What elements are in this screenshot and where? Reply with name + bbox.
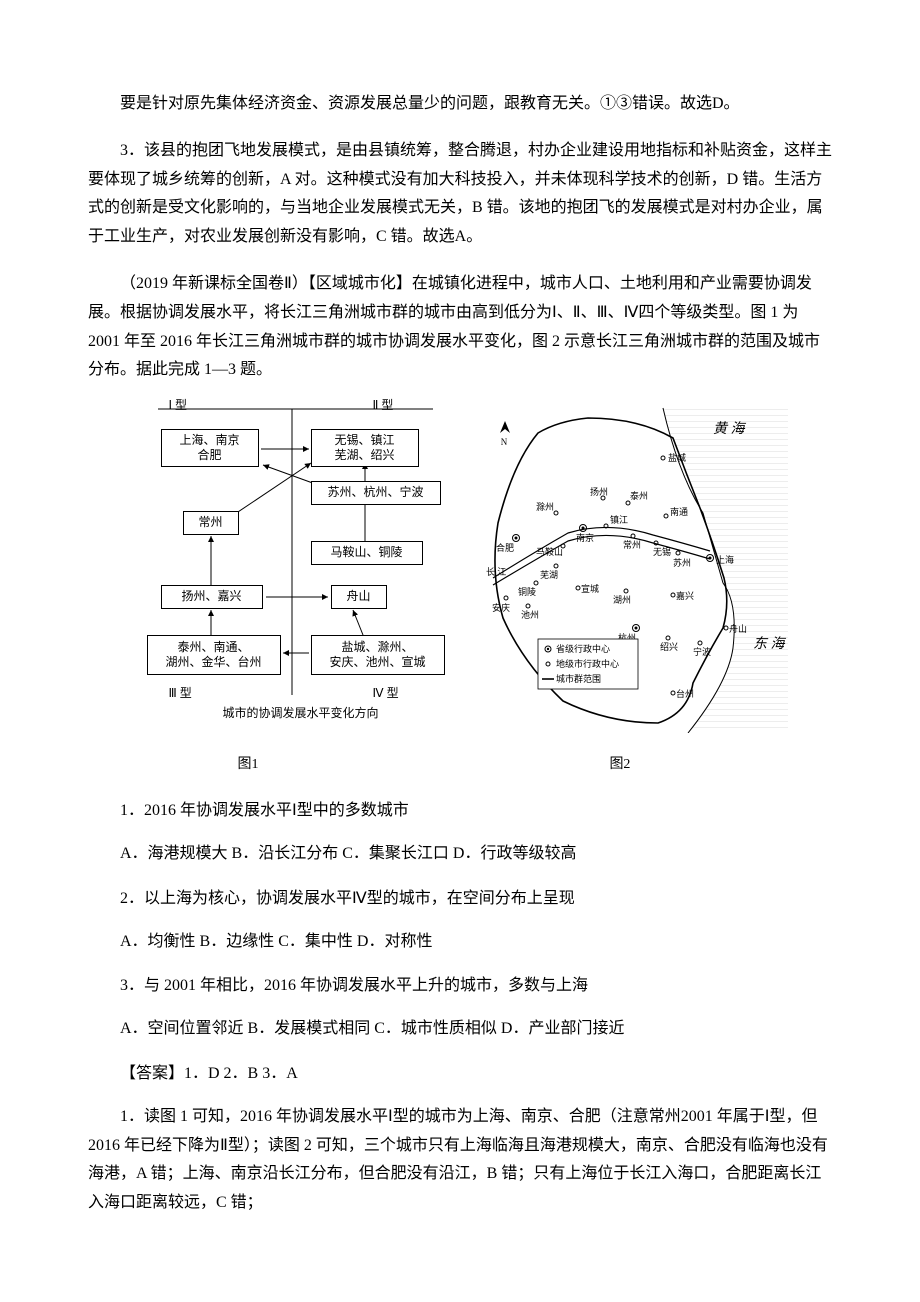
box-maanshan-tongling: 马鞍山、铜陵	[311, 541, 423, 565]
type-1-label: Ⅰ 型	[169, 395, 188, 417]
question-context-paragraph: （2019 年新课标全国卷Ⅱ）【区域城市化】在城镇化进程中，城市人口、土地利用和…	[88, 270, 832, 385]
svg-text:无锡: 无锡	[653, 547, 671, 557]
svg-text:嘉兴: 嘉兴	[676, 590, 694, 601]
svg-text:镇江: 镇江	[610, 514, 628, 525]
caption-fig1: 图1	[88, 752, 408, 777]
svg-text:芜湖: 芜湖	[540, 569, 558, 580]
figure-2-map: N 上海 南京 合肥 杭州 盐城 扬州 泰州 南通 滁州 镇江 常州 无锡 苏州…	[478, 403, 788, 744]
svg-text:合肥: 合肥	[496, 542, 514, 553]
svg-text:滁州: 滁州	[536, 502, 554, 512]
box-yancheng-group: 盐城、滁州、 安庆、池州、宣城	[311, 635, 445, 675]
box-taizhou-group: 泰州、南通、 湖州、金华、台州	[147, 635, 281, 675]
box-zhoushan: 舟山	[331, 585, 387, 609]
svg-text:湖州: 湖州	[613, 595, 631, 605]
svg-text:N: N	[500, 437, 507, 447]
box-suzhou-hangzhou-ningbo: 苏州、杭州、宁波	[311, 481, 441, 505]
flowchart-footer-label: 城市的协调发展水平变化方向	[223, 703, 379, 725]
svg-text:黄 海: 黄 海	[713, 421, 746, 437]
type-4-label: Ⅳ 型	[373, 683, 399, 705]
svg-text:泰州: 泰州	[630, 490, 648, 501]
svg-text:马鞍山: 马鞍山	[536, 546, 563, 557]
question-2: 2．以上海为核心，协调发展水平Ⅳ型的城市，在空间分布上呈现	[88, 885, 832, 914]
svg-text:舟山: 舟山	[729, 623, 747, 634]
explanation-paragraph-2: 3．该县的抱团飞地发展模式，是由县镇统筹，整合腾退，村办企业建设用地指标和补贴资…	[88, 137, 832, 252]
type-2-label: Ⅱ 型	[373, 395, 394, 417]
svg-text:台州: 台州	[676, 688, 694, 699]
figure-captions: 图1 图2	[88, 752, 832, 777]
figures-row: Ⅰ 型 Ⅱ 型 上海、南京 合肥 无锡、镇江 芜湖、绍兴 苏州、杭州、宁波 常州…	[88, 403, 832, 744]
svg-text:南京: 南京	[576, 532, 594, 543]
svg-text:铜陵: 铜陵	[518, 586, 536, 597]
explanation-paragraph-1: 要是针对原先集体经济资金、资源发展总量少的问题，跟教育无关。①③错误。故选D。	[88, 90, 832, 119]
question-1: 1．2016 年协调发展水平Ⅰ型中的多数城市	[88, 797, 832, 826]
box-changzhou: 常州	[183, 511, 239, 535]
box-shanghai-nanjing-hefei: 上海、南京 合肥	[161, 429, 259, 467]
box-yangzhou-jiaxing: 扬州、嘉兴	[161, 585, 263, 609]
answer-header: 【答案】1．D 2．B 3．A	[88, 1060, 832, 1089]
map-svg: N 上海 南京 合肥 杭州 盐城 扬州 泰州 南通 滁州 镇江 常州 无锡 苏州…	[478, 403, 788, 733]
question-3-options: A．空间位置邻近 B．发展模式相同 C．城市性质相似 D．产业部门接近	[88, 1015, 832, 1044]
question-2-options: A．均衡性 B．边缘性 C．集中性 D．对称性	[88, 928, 832, 957]
type-3-label: Ⅲ 型	[169, 683, 192, 705]
svg-text:常州: 常州	[623, 539, 641, 550]
svg-text:省级行政中心: 省级行政中心	[556, 643, 610, 654]
svg-text:地级市行政中心: 地级市行政中心	[556, 658, 619, 669]
svg-text:长 江: 长 江	[486, 566, 506, 577]
svg-text:上海: 上海	[716, 554, 734, 565]
box-wuxi-zhenjiang: 无锡、镇江 芜湖、绍兴	[311, 429, 419, 467]
svg-text:宁波: 宁波	[693, 646, 711, 657]
svg-text:绍兴: 绍兴	[660, 641, 678, 652]
svg-text:东 海: 东 海	[753, 636, 786, 652]
svg-text:南通: 南通	[670, 506, 688, 517]
svg-text:盐城: 盐城	[668, 452, 686, 463]
answer-explanation-1: 1．读图 1 可知，2016 年协调发展水平Ⅰ型的城市为上海、南京、合肥（注意常…	[88, 1103, 832, 1218]
question-1-options: A．海港规模大 B．沿长江分布 C．集聚长江口 D．行政等级较高	[88, 840, 832, 869]
svg-text:池州: 池州	[521, 609, 539, 620]
svg-text:宣城: 宣城	[581, 583, 599, 594]
svg-text:苏州: 苏州	[673, 557, 691, 568]
figure-1-flowchart: Ⅰ 型 Ⅱ 型 上海、南京 合肥 无锡、镇江 芜湖、绍兴 苏州、杭州、宁波 常州…	[133, 403, 458, 744]
svg-text:城市群范围: 城市群范围	[556, 673, 601, 684]
svg-text:扬州: 扬州	[590, 486, 608, 497]
caption-fig2: 图2	[408, 752, 832, 777]
svg-text:安庆: 安庆	[492, 602, 510, 613]
question-3: 3．与 2001 年相比，2016 年协调发展水平上升的城市，多数与上海	[88, 972, 832, 1001]
